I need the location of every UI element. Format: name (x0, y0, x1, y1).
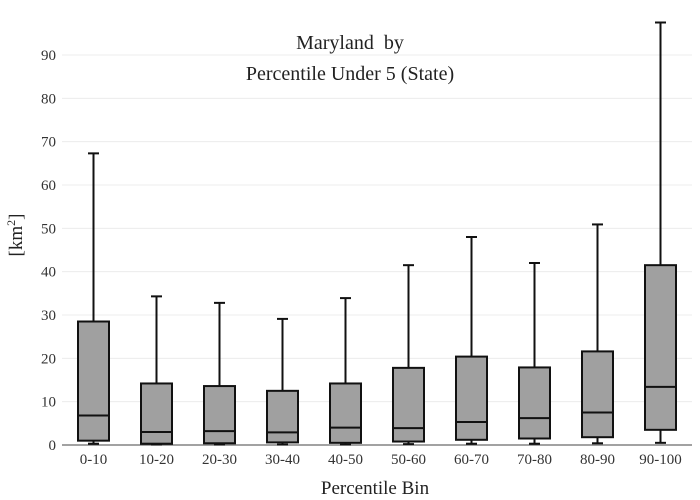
x-tick-label: 40-50 (328, 452, 363, 468)
box-60-70 (455, 236, 488, 445)
box-iqr (329, 382, 362, 444)
x-tick-label: 90-100 (639, 452, 682, 468)
box-iqr (455, 355, 488, 441)
x-tick-label: 70-80 (517, 452, 552, 468)
chart-title-line-2: Percentile Under 5 (State) (246, 63, 454, 85)
y-tick-label: 70 (41, 135, 56, 151)
y-tick-label: 80 (41, 91, 56, 107)
x-tick-label: 50-60 (391, 452, 426, 468)
y-tick-label: 20 (41, 351, 56, 367)
box-iqr (392, 366, 425, 443)
box-40-50 (329, 297, 362, 446)
x-tick-label: 80-90 (580, 452, 615, 468)
x-tick-label: 30-40 (265, 452, 300, 468)
box-iqr (266, 389, 299, 444)
x-tick-label: 20-30 (202, 452, 237, 468)
y-axis-title-main: [km (6, 226, 27, 257)
box-70-80 (518, 262, 551, 445)
box-80-90 (581, 223, 614, 445)
box-50-60 (392, 264, 425, 446)
y-tick-label: 10 (41, 395, 56, 411)
x-tick-label: 10-20 (139, 452, 174, 468)
y-tick-label: 40 (41, 265, 56, 281)
x-axis-ticks: 0-10 10-20 20-30 30-40 40-50 50-60 60-70 70-80 8… (80, 452, 682, 468)
x-axis-title: Percentile Bin (321, 478, 430, 499)
y-axis-title: [km2] (4, 214, 27, 257)
box-series (77, 21, 677, 446)
y-tick-label: 0 (49, 438, 57, 454)
box-iqr (140, 382, 173, 445)
x-tick-label: 60-70 (454, 452, 489, 468)
box-90-100 (644, 21, 677, 444)
box-iqr (203, 385, 236, 445)
y-tick-label: 30 (41, 308, 56, 324)
y-axis-title-close: ] (6, 214, 27, 220)
box-iqr (518, 366, 551, 440)
gridlines (62, 54, 692, 403)
box-30-40 (266, 317, 299, 446)
box-10-20 (140, 295, 173, 446)
y-tick-label: 50 (41, 221, 56, 237)
y-tick-label: 60 (41, 178, 56, 194)
y-tick-label: 90 (41, 48, 56, 64)
box-0-10 (77, 152, 110, 445)
box-iqr (581, 350, 614, 439)
box-iqr (77, 320, 110, 442)
x-tick-label: 0-10 (80, 452, 108, 468)
y-axis-title-superscript: 2 (4, 220, 18, 226)
box-iqr (644, 264, 677, 431)
y-axis-ticks: 0 10 20 30 40 50 60 70 80 90 (41, 48, 56, 454)
box-20-30 (203, 301, 236, 446)
chart-title-line-1: Maryland by (296, 32, 404, 54)
